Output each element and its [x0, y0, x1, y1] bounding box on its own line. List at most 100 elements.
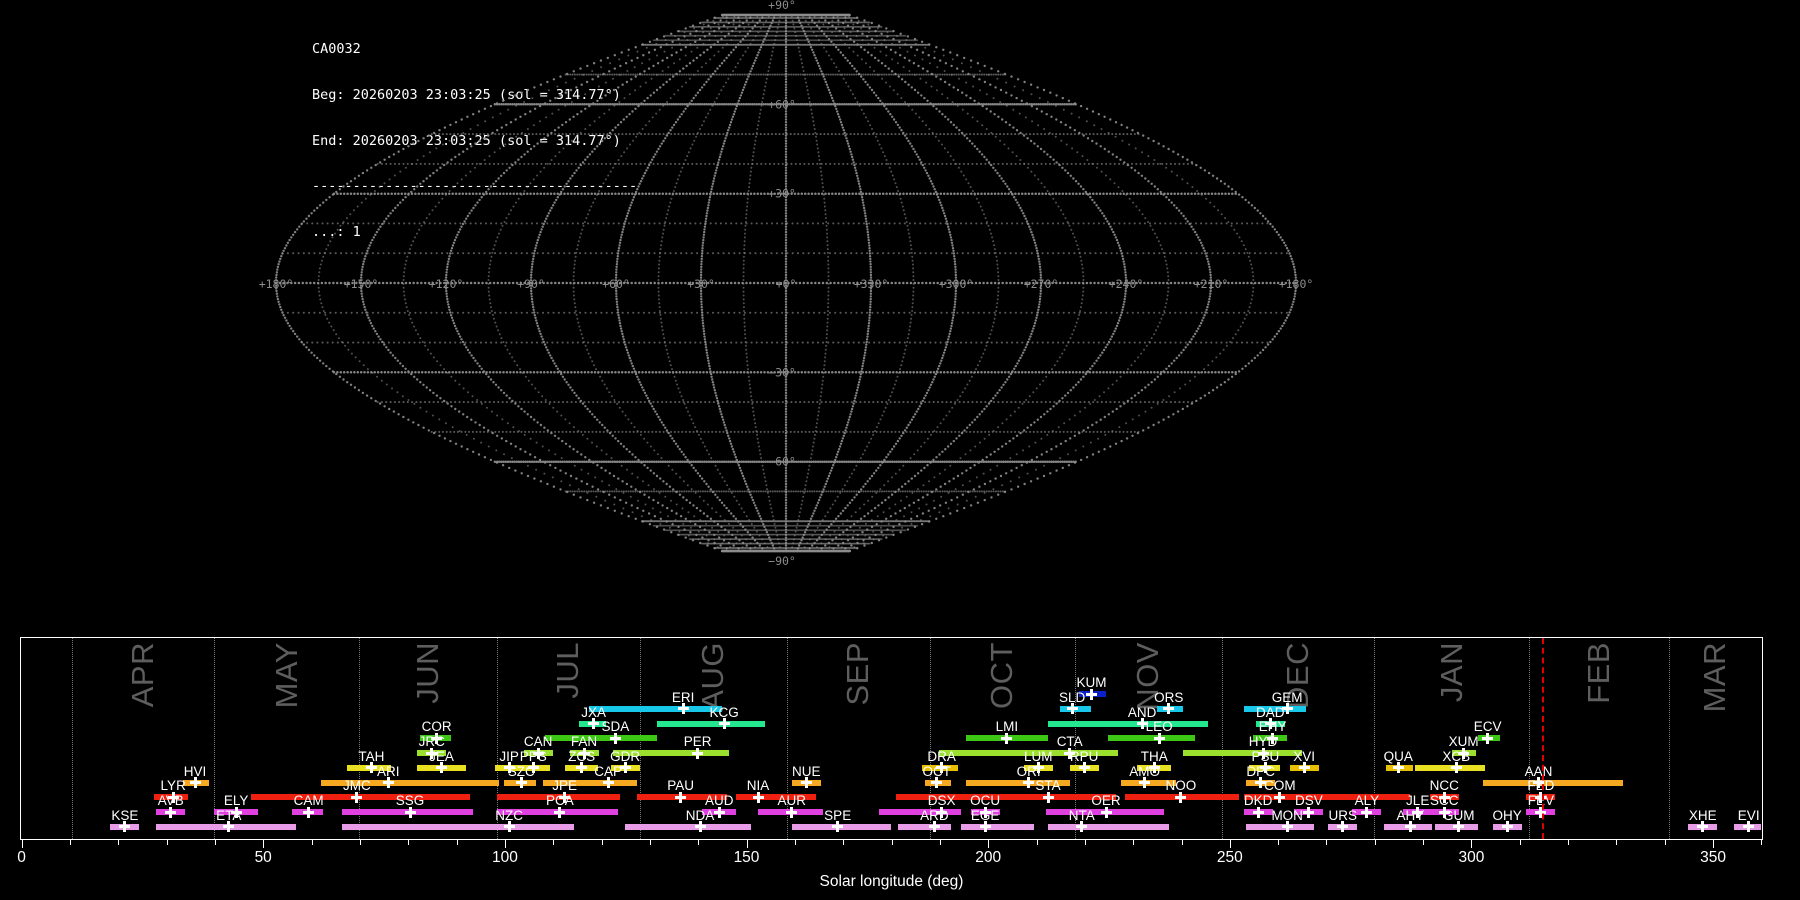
- x-axis-tick-mark: [553, 840, 555, 845]
- x-axis-tick-mark: [1036, 840, 1038, 845]
- shower-activity-bar[interactable]: [497, 794, 621, 801]
- shower-activity-bar[interactable]: [110, 823, 140, 830]
- shower-activity-bar[interactable]: [1246, 823, 1314, 830]
- x-axis-tick-mark: [1519, 840, 1521, 845]
- shower-activity-bar[interactable]: [1045, 809, 1164, 816]
- shower-activity-bar[interactable]: [1492, 823, 1522, 830]
- shower-activity-bar[interactable]: [1386, 764, 1413, 771]
- shower-activity-bar[interactable]: [1451, 750, 1476, 757]
- shower-activity-bar[interactable]: [153, 794, 188, 801]
- shower-activity-bar[interactable]: [736, 794, 816, 801]
- shower-activity-bar[interactable]: [1246, 779, 1276, 786]
- shower-activity-bar[interactable]: [1060, 705, 1092, 712]
- shower-activity-bar[interactable]: [542, 779, 638, 786]
- shower-activity-bar[interactable]: [1108, 735, 1196, 742]
- shower-activity-bar[interactable]: [961, 823, 1034, 830]
- shower-activity-bar[interactable]: [895, 794, 1116, 801]
- shower-activity-bar[interactable]: [291, 809, 323, 816]
- sky-longitude-tick-label: +180°: [259, 277, 294, 291]
- shower-activity-bar[interactable]: [1120, 779, 1177, 786]
- shower-activity-bar[interactable]: [1526, 809, 1556, 816]
- sky-latitude-tick-label: +60°: [768, 97, 796, 111]
- shower-activity-bar[interactable]: [497, 809, 618, 816]
- shower-activity-bar[interactable]: [791, 779, 821, 786]
- shower-activity-bar[interactable]: [1253, 735, 1288, 742]
- shower-activity-bar[interactable]: [1688, 823, 1718, 830]
- shower-activity-bar[interactable]: [579, 720, 606, 727]
- shower-activity-bar[interactable]: [922, 764, 959, 771]
- shower-activity-bar[interactable]: [1383, 823, 1433, 830]
- shower-activity-bar[interactable]: [156, 823, 297, 830]
- shower-activity-bar[interactable]: [970, 809, 1000, 816]
- shower-activity-bar[interactable]: [182, 779, 210, 786]
- shower-activity-bar[interactable]: [1243, 705, 1307, 712]
- shower-activity-bar[interactable]: [1734, 823, 1761, 830]
- shower-activity-bar[interactable]: [656, 720, 766, 727]
- shower-activity-bar[interactable]: [545, 735, 657, 742]
- shower-activity-bar[interactable]: [1156, 705, 1184, 712]
- shower-activity-bar[interactable]: [320, 779, 500, 786]
- shower-activity-bar[interactable]: [1079, 691, 1106, 697]
- shower-activity-bar[interactable]: [924, 779, 952, 786]
- shower-activity-bar[interactable]: [1526, 794, 1556, 801]
- shower-activity-bar[interactable]: [417, 764, 466, 771]
- shower-activity-bar[interactable]: [564, 764, 599, 771]
- shower-activity-bar[interactable]: [588, 705, 722, 712]
- shower-activity-bar[interactable]: [1243, 794, 1411, 801]
- shower-activity-bar[interactable]: [347, 764, 391, 771]
- shower-activity-bar[interactable]: [1125, 794, 1239, 801]
- shower-activity-bar[interactable]: [214, 809, 258, 816]
- sky-longitude-tick-label: +60°: [602, 277, 630, 291]
- shower-activity-timeline[interactable]: APR MAY JUN JUL AUG SEP OCT NOV DEC JAN FEB MAR KUM…: [20, 637, 1763, 840]
- shower-activity-bar[interactable]: [965, 735, 1048, 742]
- shower-activity-bar[interactable]: [613, 750, 729, 757]
- shower-activity-bar[interactable]: [523, 750, 553, 757]
- shower-activity-bar[interactable]: [1289, 764, 1319, 771]
- shower-activity-bar[interactable]: [758, 809, 824, 816]
- shower-activity-bar[interactable]: [1429, 809, 1459, 816]
- shower-activity-bar[interactable]: [1294, 809, 1324, 816]
- shower-code-label: SPE: [824, 807, 852, 823]
- shower-activity-bar[interactable]: [1069, 764, 1099, 771]
- shower-activity-bar[interactable]: [419, 735, 452, 742]
- shower-activity-bar[interactable]: [1352, 809, 1382, 816]
- x-axis: 0 50 100 150 200 250 300 350 Solar longitude (d…: [17, 840, 1763, 900]
- shower-activity-bar[interactable]: [504, 779, 536, 786]
- x-axis-tick-label: 50: [254, 849, 272, 866]
- shower-activity-bar[interactable]: [1243, 809, 1273, 816]
- shower-activity-bar[interactable]: [791, 823, 891, 830]
- sky-latitude-tick-label: −30°: [768, 365, 796, 379]
- shower-activity-bar[interactable]: [569, 750, 599, 757]
- shower-activity-bar[interactable]: [898, 823, 952, 830]
- shower-activity-bar[interactable]: [1248, 764, 1280, 771]
- shower-activity-bar[interactable]: [1328, 823, 1358, 830]
- shower-activity-bar[interactable]: [1048, 823, 1169, 830]
- shower-activity-bar[interactable]: [516, 764, 551, 771]
- shower-activity-bar[interactable]: [342, 809, 473, 816]
- shower-activity-bar[interactable]: [156, 809, 186, 816]
- shower-activity-bar[interactable]: [625, 823, 751, 830]
- shower-activity-bar[interactable]: [342, 823, 575, 830]
- shower-activity-bar[interactable]: [939, 750, 1118, 757]
- shower-activity-bar[interactable]: [965, 779, 1070, 786]
- shower-activity-bar[interactable]: [1048, 720, 1208, 727]
- shower-activity-bar[interactable]: [250, 794, 471, 801]
- shower-activity-bar[interactable]: [1183, 750, 1302, 757]
- shower-activity-bar[interactable]: [1434, 823, 1479, 830]
- shower-activity-bar[interactable]: [610, 764, 640, 771]
- shower-activity-bar[interactable]: [1415, 764, 1486, 771]
- shower-activity-bar[interactable]: [1023, 764, 1053, 771]
- x-axis-tick-mark: [843, 840, 845, 845]
- x-axis-tick-mark: [1229, 840, 1231, 848]
- shower-activity-bar[interactable]: [1137, 764, 1172, 771]
- sky-map-panel[interactable]: +180° +150° +120° +90° +60° +30° +0° +330° +300°…: [0, 0, 1800, 630]
- shower-activity-bar[interactable]: [1429, 794, 1459, 801]
- shower-activity-bar[interactable]: [1255, 720, 1285, 727]
- shower-activity-bar[interactable]: [878, 809, 961, 816]
- shower-activity-bar[interactable]: [1403, 809, 1433, 816]
- shower-activity-bar[interactable]: [1478, 735, 1500, 742]
- shower-activity-bar[interactable]: [417, 750, 447, 757]
- shower-activity-bar[interactable]: [702, 809, 737, 816]
- shower-activity-bar[interactable]: [1482, 779, 1624, 786]
- shower-activity-bar[interactable]: [637, 794, 727, 801]
